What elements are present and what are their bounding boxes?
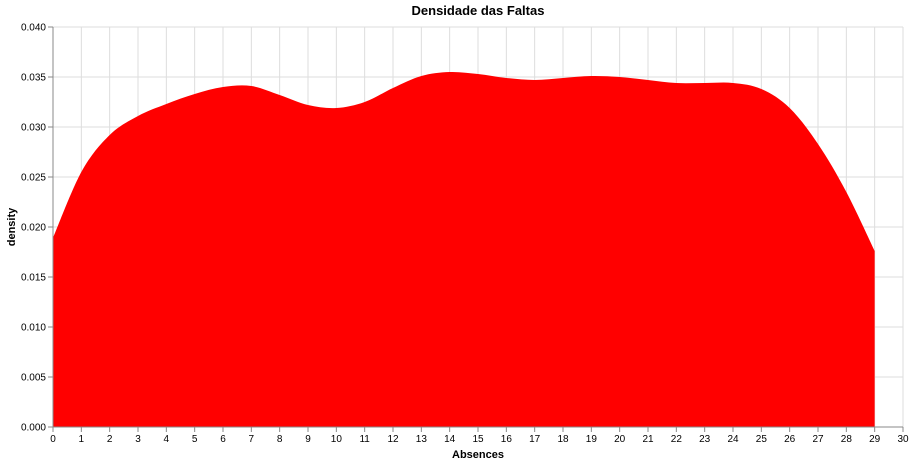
- y-tick-label: 0.010: [21, 323, 46, 334]
- x-tick-label: 4: [164, 434, 170, 445]
- density-area: [53, 71, 875, 428]
- y-tick-label: 0.020: [21, 223, 46, 234]
- x-tick-label: 7: [249, 434, 255, 445]
- x-tick-label: 15: [472, 434, 484, 445]
- y-tick-label: 0.035: [21, 73, 46, 84]
- x-tick-label: 21: [642, 434, 654, 445]
- x-tick-label: 20: [614, 434, 626, 445]
- x-tick-label: 10: [331, 434, 343, 445]
- y-tick-label: 0.005: [21, 373, 46, 384]
- x-tick-label: 11: [359, 434, 370, 445]
- x-tick-label: 28: [841, 434, 853, 445]
- x-tick-label: 19: [586, 434, 598, 445]
- x-tick-label: 27: [812, 434, 824, 445]
- x-tick-label: 24: [727, 434, 739, 445]
- y-axis-title: density: [6, 207, 18, 246]
- x-tick-label: 2: [107, 434, 113, 445]
- x-tick-label: 26: [784, 434, 796, 445]
- x-tick-label: 17: [529, 434, 541, 445]
- x-tick-label: 29: [869, 434, 881, 445]
- y-tick-label: 0.040: [21, 23, 46, 34]
- x-tick-label: 6: [220, 434, 226, 445]
- x-tick-label: 3: [135, 434, 141, 445]
- x-tick-label: 5: [192, 434, 198, 445]
- x-tick-label: 0: [50, 434, 56, 445]
- x-tick-label: 23: [699, 434, 711, 445]
- x-axis-title: Absences: [452, 449, 504, 461]
- x-tick-label: 1: [79, 434, 85, 445]
- x-tick-label: 13: [416, 434, 428, 445]
- x-tick-label: 8: [277, 434, 283, 445]
- chart-title: Densidade das Faltas: [412, 3, 545, 18]
- x-tick-label: 25: [756, 434, 768, 445]
- x-tick-label: 18: [557, 434, 569, 445]
- x-tick-label: 9: [305, 434, 311, 445]
- x-tick-label: 12: [387, 434, 399, 445]
- y-tick-label: 0.025: [21, 173, 46, 184]
- x-tick-label: 14: [444, 434, 456, 445]
- y-tick-label: 0.015: [21, 273, 46, 284]
- x-tick-label: 22: [671, 434, 683, 445]
- x-tick-label: 16: [501, 434, 513, 445]
- area-layer: [53, 71, 875, 428]
- y-tick-label: 0.030: [21, 123, 46, 134]
- x-tick-label: 30: [897, 434, 909, 445]
- y-tick-label: 0.000: [21, 423, 46, 434]
- axes: 0 1 2 3 4 5 6 7 8 9 10 11 12 13 14 15 16 17 18 19 20 21 22 23 24…: [21, 23, 909, 446]
